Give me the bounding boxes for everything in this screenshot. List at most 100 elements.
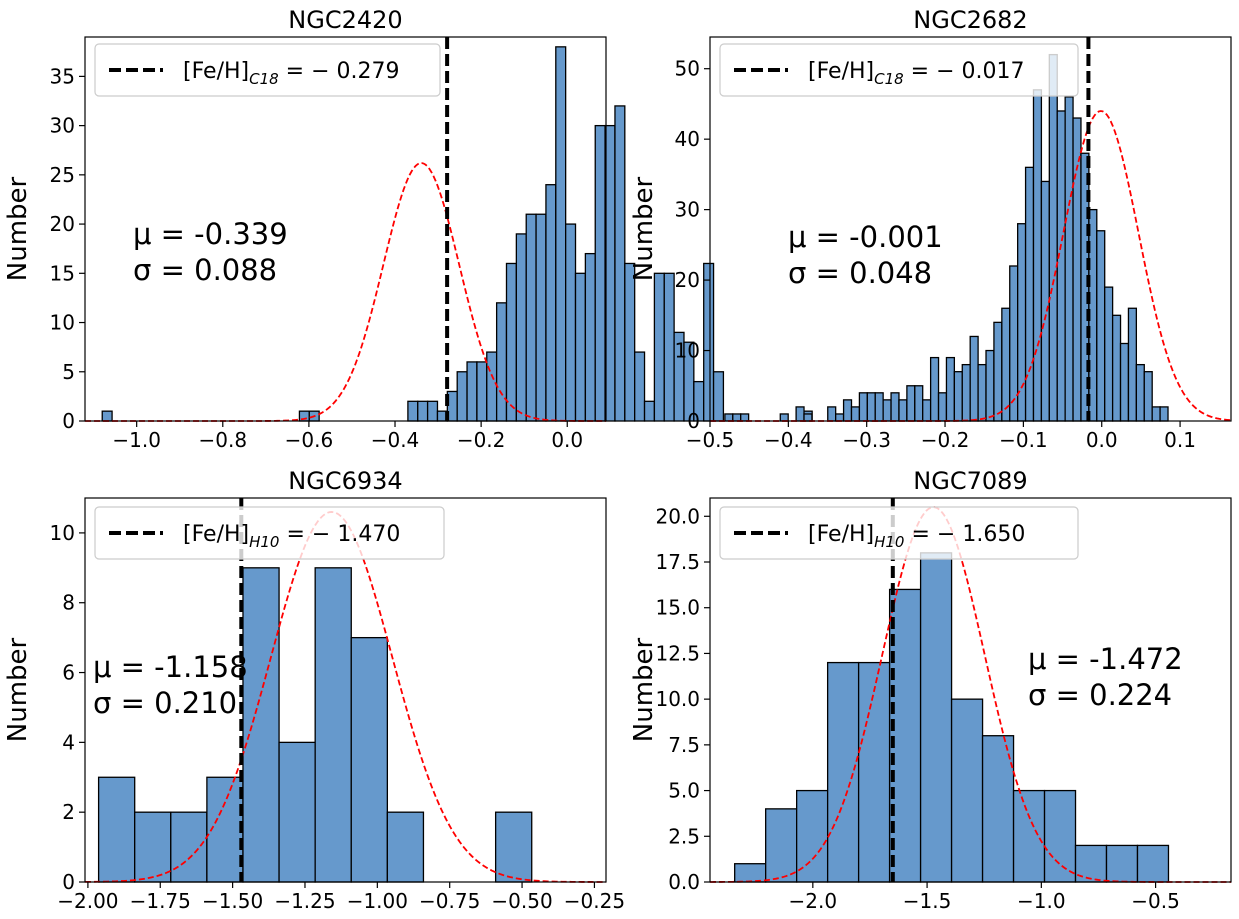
x-tick-label: −0.25: [564, 889, 625, 913]
histogram-bar: [643, 400, 656, 422]
legend-value: = − 1.650: [904, 522, 1025, 547]
histogram-bar: [1001, 307, 1011, 422]
histogram-bar: [826, 661, 860, 883]
histogram-bar: [1105, 844, 1139, 883]
legend-value: = − 0.279: [279, 59, 400, 84]
sigma-annotation: σ = 0.210: [93, 686, 237, 720]
histogram-bar: [1032, 89, 1043, 422]
x-tick-label: −0.75: [419, 889, 480, 913]
histogram-bar: [857, 661, 891, 883]
y-tick-label: 4: [62, 730, 75, 754]
histogram-bar: [914, 385, 924, 422]
histogram-bar: [1159, 406, 1169, 422]
x-tick-label: −0.3: [842, 428, 891, 452]
legend-box: [719, 43, 1079, 97]
histogram-bar: [858, 392, 868, 422]
histogram-bar: [929, 356, 940, 422]
sigma-annotation: σ = 0.224: [1028, 678, 1172, 712]
y-tick-label: 20: [675, 268, 700, 292]
x-tick-label: −0.2: [921, 428, 970, 452]
histogram-bar: [734, 863, 767, 883]
legend-box: [719, 506, 1079, 560]
legend-label: [Fe/H]H10 = − 1.650: [808, 522, 1025, 551]
chart-panel-4: −2.0 −1.5 −1.0 −0.5 0.0 2.5 5.0 7.5 10.0 12.5 15.0…: [629, 467, 1232, 913]
y-tick-label: 5.0: [668, 779, 700, 803]
histogram-bar: [906, 385, 916, 422]
x-tick-label: −1.5: [903, 889, 952, 913]
y-tick-label: 0.0: [668, 870, 700, 894]
mu-annotation: μ = -0.001: [788, 220, 943, 254]
y-axis-label: Number: [629, 637, 659, 742]
histogram-bar: [1048, 53, 1058, 422]
y-tick-label: 0: [62, 409, 75, 433]
histogram-bar: [950, 698, 984, 883]
histogram-bar: [890, 392, 900, 422]
histogram-bar: [350, 636, 389, 883]
histogram-bar: [732, 413, 742, 422]
chart-title: NGC7089: [913, 467, 1027, 495]
histogram-bar: [505, 262, 518, 422]
histogram-bar: [278, 741, 316, 883]
histogram-bar: [850, 406, 861, 422]
histogram-bar: [515, 233, 527, 422]
histogram-bar: [624, 262, 636, 422]
sigma-annotation: σ = 0.048: [788, 256, 932, 290]
histogram-bar: [614, 105, 626, 422]
x-tick-label: −2.00: [57, 889, 118, 913]
x-tick-label: −0.2: [457, 428, 506, 452]
histogram-bar: [555, 46, 567, 422]
histogram-bar: [574, 272, 587, 422]
x-tick-label: −1.0: [112, 428, 161, 452]
histogram-bar: [977, 363, 987, 422]
histogram-bar: [495, 302, 508, 422]
histogram-bar: [882, 399, 892, 422]
legend-subscript: C18: [874, 70, 904, 88]
histogram-bar: [426, 400, 439, 422]
histogram-bar: [206, 776, 244, 883]
mu-annotation: μ = -0.339: [133, 217, 288, 251]
x-tick-label: −1.75: [130, 889, 191, 913]
x-tick-label: 0.0: [1086, 428, 1118, 452]
histogram-bar: [919, 552, 953, 883]
histogram-bar: [134, 811, 172, 883]
histogram-bar: [594, 124, 606, 422]
legend-label: [Fe/H]C18 = − 0.279: [183, 59, 400, 88]
chart-title: NGC6934: [288, 467, 402, 495]
y-tick-label: 0: [687, 409, 700, 433]
mu-annotation: μ = -1.158: [93, 650, 248, 684]
histogram-bar: [545, 184, 557, 422]
legend-value: = − 0.017: [904, 59, 1025, 84]
histogram-bar: [565, 223, 577, 422]
histogram-bar: [1056, 110, 1066, 422]
histogram-bar: [1136, 844, 1170, 883]
x-tick-label: −0.8: [198, 428, 247, 452]
y-tick-label: 8: [62, 591, 75, 615]
y-tick-label: 10: [50, 311, 75, 335]
histogram-bar: [1096, 230, 1106, 422]
chart-title: NGC2682: [913, 6, 1027, 34]
histogram-bar: [981, 735, 1015, 883]
histogram-bar: [1024, 166, 1035, 422]
plot-frame: [709, 497, 1232, 883]
histogram-bar: [1104, 286, 1114, 422]
histogram-bar: [535, 213, 547, 422]
histogram-bar: [827, 406, 837, 422]
histogram-bar: [486, 351, 498, 422]
histogram-bar: [740, 413, 750, 422]
y-tick-label: 10.0: [655, 687, 700, 711]
histogram-bar: [795, 406, 805, 422]
histogram-bar: [712, 371, 725, 422]
y-tick-label: 20.0: [655, 504, 700, 528]
legend-box: [94, 506, 445, 560]
histogram-bar: [803, 413, 813, 422]
x-tick-label: −0.1: [999, 428, 1048, 452]
histogram-bar: [835, 413, 845, 422]
y-tick-label: 12.5: [655, 641, 700, 665]
histogram-bar: [663, 272, 675, 422]
histogram-bar: [724, 413, 734, 422]
y-axis-label: Number: [3, 176, 33, 281]
plot-frame: [84, 36, 607, 422]
histogram-bar: [945, 356, 956, 422]
legend-label: [Fe/H]C18 = − 0.017: [808, 59, 1025, 88]
